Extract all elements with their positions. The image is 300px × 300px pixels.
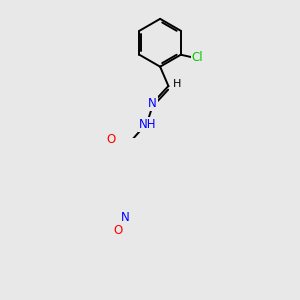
- Text: N: N: [121, 212, 130, 224]
- Text: O: O: [106, 133, 116, 146]
- Text: Cl: Cl: [192, 50, 203, 64]
- Text: NH: NH: [139, 118, 157, 131]
- Text: O: O: [114, 224, 123, 237]
- Text: H: H: [172, 79, 181, 89]
- Text: N: N: [148, 97, 157, 110]
